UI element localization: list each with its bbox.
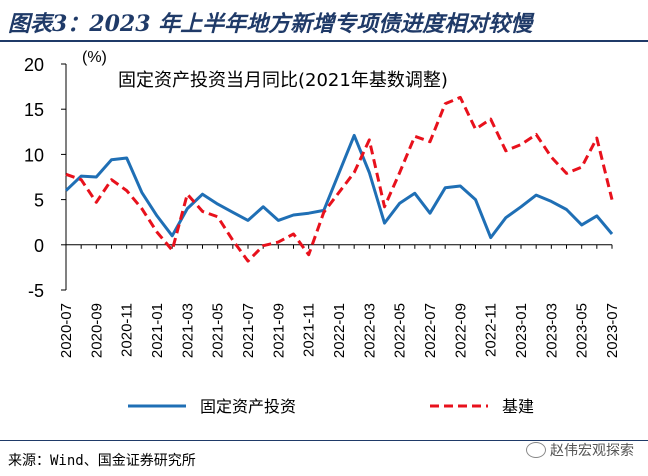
legend-label: 基建: [502, 397, 534, 416]
footer-rule: [0, 440, 648, 441]
legend-label: 固定资产投资: [200, 397, 296, 416]
x-tick-label: 2020-07: [58, 303, 75, 358]
x-tick-label: 2022-03: [361, 303, 378, 358]
x-tick-label: 2023-03: [543, 303, 560, 358]
x-tick-label: 2021-01: [149, 303, 166, 358]
x-tick-label: 2021-07: [240, 303, 257, 358]
x-tick-label: 2022-05: [392, 303, 409, 358]
wechat-icon: [526, 442, 546, 458]
y-tick-label: 15: [24, 100, 44, 120]
x-tick-label: 2020-09: [88, 303, 105, 358]
figure-title: 图表3：2023 年上半年地方新增专项债进度相对较慢: [8, 11, 533, 37]
watermark-text: 赵伟宏观探索: [550, 443, 634, 459]
y-unit-label: (%): [82, 49, 107, 66]
x-tick-label: 2022-09: [452, 303, 469, 358]
x-tick-label: 2022-11: [483, 303, 500, 357]
line-chart: -5 0 5 10 15 20 (%) 固定资产投资当月同比(2021年基数调整) 2020-0…: [24, 49, 621, 416]
x-tick-label: 2022-01: [331, 303, 348, 358]
y-tick-label: -5: [28, 281, 44, 301]
x-tick-label: 2021-03: [179, 303, 196, 358]
x-tick-label: 2021-09: [270, 303, 287, 358]
series-line-infrastructure: [65, 95, 614, 263]
x-tick-label: 2021-05: [210, 303, 227, 358]
x-tick-label: 2021-11: [301, 303, 318, 357]
x-tick-label: 2020-11: [119, 303, 136, 357]
chart-subtitle: 固定资产投资当月同比(2021年基数调整): [118, 70, 448, 91]
title-bar: 图表3：2023 年上半年地方新增专项债进度相对较慢: [0, 0, 648, 42]
y-tick-label: 0: [34, 236, 44, 256]
source-note: 来源：Wind、国金证券研究所: [8, 453, 196, 469]
title-rule: [0, 40, 648, 42]
series-line-fixed-asset-investment: [64, 133, 614, 240]
y-tick-label: 20: [24, 55, 44, 75]
x-tick-label: 2022-07: [422, 303, 439, 358]
watermark: 赵伟宏观探索: [526, 440, 634, 460]
x-tick-label: 2023-05: [574, 303, 591, 358]
y-tick-label: 5: [34, 191, 44, 211]
x-tick-label: 2023-07: [604, 303, 621, 358]
x-tick-label: 2023-01: [513, 303, 530, 358]
y-tick-label: 10: [24, 145, 44, 165]
